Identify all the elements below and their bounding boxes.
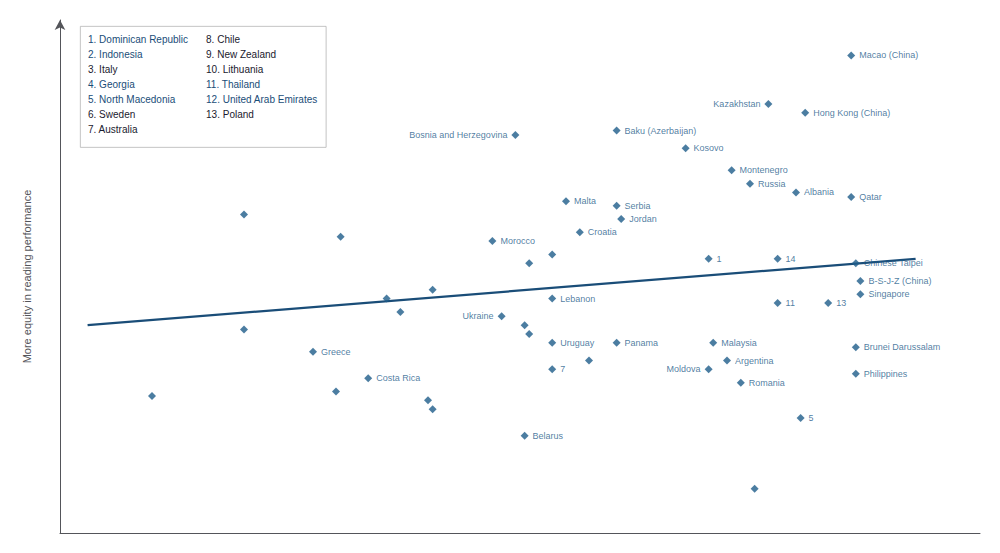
svg-text:4. Georgia: 4. Georgia xyxy=(88,79,135,90)
svg-text:11: 11 xyxy=(786,298,795,308)
svg-text:1: 1 xyxy=(717,254,722,264)
svg-text:Brunei Darussalam: Brunei Darussalam xyxy=(864,342,941,352)
svg-text:Malta: Malta xyxy=(574,196,596,206)
svg-text:2. Indonesia: 2. Indonesia xyxy=(88,49,143,60)
svg-text:11. Thailand: 11. Thailand xyxy=(206,79,260,90)
svg-text:Chinese Taipei: Chinese Taipei xyxy=(864,258,923,268)
svg-text:Montenegro: Montenegro xyxy=(740,165,788,175)
svg-text:13: 13 xyxy=(836,298,846,308)
svg-text:Costa Rica: Costa Rica xyxy=(376,373,420,383)
svg-text:6. Sweden: 6. Sweden xyxy=(88,109,135,120)
svg-text:Panama: Panama xyxy=(625,338,659,348)
svg-text:Singapore: Singapore xyxy=(868,289,909,299)
svg-text:Qatar: Qatar xyxy=(859,192,882,202)
svg-text:Ukraine: Ukraine xyxy=(463,311,494,321)
svg-text:Russia: Russia xyxy=(758,179,786,189)
svg-text:5: 5 xyxy=(809,413,814,423)
svg-text:Kazakhstan: Kazakhstan xyxy=(713,99,760,109)
svg-text:Greece: Greece xyxy=(321,347,351,357)
svg-text:More equity in reading perform: More equity in reading performance xyxy=(21,190,33,364)
svg-text:Serbia: Serbia xyxy=(625,201,651,211)
svg-text:Macao (China): Macao (China) xyxy=(859,50,918,60)
svg-text:12. United Arab Emirates: 12. United Arab Emirates xyxy=(206,94,317,105)
svg-text:Philippines: Philippines xyxy=(864,369,908,379)
svg-text:7: 7 xyxy=(560,364,565,374)
svg-text:Morocco: Morocco xyxy=(500,236,535,246)
svg-text:14: 14 xyxy=(786,254,796,264)
svg-text:9. New Zealand: 9. New Zealand xyxy=(206,49,276,60)
svg-text:Hong Kong (China): Hong Kong (China) xyxy=(813,108,890,118)
svg-text:1. Dominican Republic: 1. Dominican Republic xyxy=(88,34,188,45)
svg-text:Argentina: Argentina xyxy=(735,356,774,366)
svg-text:Uruguay: Uruguay xyxy=(560,338,595,348)
svg-text:10. Lithuania: 10. Lithuania xyxy=(206,64,264,75)
svg-text:Kosovo: Kosovo xyxy=(694,143,724,153)
svg-text:Lebanon: Lebanon xyxy=(560,294,595,304)
svg-text:Baku (Azerbaijan): Baku (Azerbaijan) xyxy=(625,126,697,136)
svg-text:Belarus: Belarus xyxy=(533,431,564,441)
svg-text:7. Australia: 7. Australia xyxy=(88,124,138,135)
svg-text:Moldova: Moldova xyxy=(667,364,701,374)
svg-text:8. Chile: 8. Chile xyxy=(206,34,240,45)
svg-text:Jordan: Jordan xyxy=(629,214,657,224)
svg-text:5. North Macedonia: 5. North Macedonia xyxy=(88,94,176,105)
svg-text:Croatia: Croatia xyxy=(588,227,617,237)
svg-text:Romania: Romania xyxy=(749,378,785,388)
svg-text:3. Italy: 3. Italy xyxy=(88,64,117,75)
svg-text:Bosnia and Herzegovina: Bosnia and Herzegovina xyxy=(409,130,507,140)
svg-text:13. Poland: 13. Poland xyxy=(206,109,254,120)
svg-text:B-S-J-Z (China): B-S-J-Z (China) xyxy=(868,276,931,286)
svg-text:Malaysia: Malaysia xyxy=(721,338,757,348)
svg-text:Albania: Albania xyxy=(804,187,834,197)
